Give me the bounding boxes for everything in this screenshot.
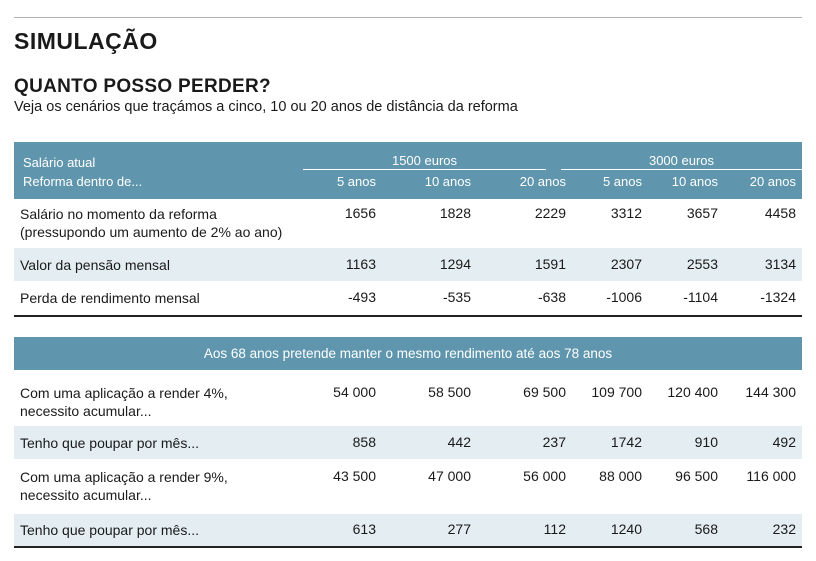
row-label: Valor da pensão mensal bbox=[20, 257, 170, 273]
table-cell: 237 bbox=[542, 434, 566, 450]
table-cell: 43 500 bbox=[333, 468, 376, 484]
table-cell: 1828 bbox=[439, 205, 471, 221]
row-label-note: (pressupondo um aumento de 2% ao ano) bbox=[20, 224, 283, 240]
table-cell: 1591 bbox=[534, 256, 566, 272]
table-row: Tenho que poupar por mês... 613 277 112 … bbox=[14, 514, 802, 546]
row-label-cont: necessito acumular... bbox=[20, 487, 152, 503]
table-cell: 116 000 bbox=[746, 468, 796, 484]
table-row: Com uma aplicação a render 9%, necessito… bbox=[14, 459, 802, 514]
row-label: Com uma aplicação a render 9%, bbox=[20, 469, 228, 485]
salary-label: Salário atual bbox=[23, 155, 96, 170]
table-cell: 112 bbox=[543, 521, 566, 537]
table-cell: 492 bbox=[772, 434, 796, 450]
table-bottom-rule bbox=[14, 546, 802, 548]
table-row: Tenho que poupar por mês... 858 442 237 … bbox=[14, 426, 802, 459]
table-cell: 1294 bbox=[439, 256, 471, 272]
scenario-banner: Aos 68 anos pretende manter o mesmo rend… bbox=[14, 337, 802, 370]
table-cell: 109 700 bbox=[591, 384, 642, 400]
table-cell: 96 500 bbox=[675, 468, 718, 484]
table-cell: 69 500 bbox=[523, 384, 566, 400]
table-bottom-rule bbox=[14, 315, 802, 317]
table-cell: 56 000 bbox=[523, 468, 566, 484]
table-cell: 2553 bbox=[686, 256, 718, 272]
group-header-3000: 3000 euros bbox=[648, 153, 715, 168]
table-cell: -638 bbox=[537, 289, 566, 305]
table-cell: 2229 bbox=[534, 205, 566, 221]
table-row: Salário no momento da reforma (pressupon… bbox=[14, 199, 802, 248]
table-row: Com uma aplicação a render 4%, necessito… bbox=[14, 374, 802, 424]
table-row: Valor da pensão mensal 1163 1294 1591 23… bbox=[14, 248, 802, 281]
table-cell: 1163 bbox=[345, 256, 376, 272]
table-cell: 120 400 bbox=[667, 384, 718, 400]
table-cell: -493 bbox=[347, 289, 376, 305]
table-cell: 88 000 bbox=[599, 468, 642, 484]
column-header: 5 anos bbox=[336, 174, 376, 189]
section-kicker: SIMULAÇÃO bbox=[14, 28, 158, 54]
row-label: Perda de rendimento mensal bbox=[20, 290, 200, 306]
table-cell: 3312 bbox=[610, 205, 642, 221]
table-cell: 1742 bbox=[610, 434, 642, 450]
group-rule-3000 bbox=[561, 169, 802, 170]
table-cell: 568 bbox=[694, 521, 718, 537]
row-label: Com uma aplicação a render 4%, bbox=[20, 385, 228, 401]
table-cell: -1006 bbox=[606, 289, 642, 305]
table-cell: 54 000 bbox=[333, 384, 376, 400]
table-cell: 910 bbox=[694, 434, 718, 450]
table-cell: 47 000 bbox=[428, 468, 471, 484]
table-cell: -535 bbox=[442, 289, 471, 305]
row-label-cont: necessito acumular... bbox=[20, 403, 152, 419]
top-rule bbox=[14, 17, 802, 18]
table-cell: 3134 bbox=[764, 256, 796, 272]
column-header: 20 anos bbox=[749, 174, 796, 189]
table-cell: 442 bbox=[447, 434, 471, 450]
table-header: Salário atual Reforma dentro de... 1500 … bbox=[14, 142, 802, 199]
row-label: Tenho que poupar por mês... bbox=[20, 435, 200, 451]
headline: QUANTO POSSO PERDER? bbox=[14, 76, 271, 97]
table-cell: 4458 bbox=[764, 205, 796, 221]
group-rule-1500 bbox=[303, 169, 546, 170]
table-cell: 277 bbox=[447, 521, 471, 537]
column-header: 10 anos bbox=[671, 174, 718, 189]
table-cell: -1324 bbox=[760, 289, 796, 305]
table-cell: 58 500 bbox=[428, 384, 471, 400]
retirement-label: Reforma dentro de... bbox=[23, 174, 143, 189]
table-cell: 3657 bbox=[686, 205, 718, 221]
table-cell: -1104 bbox=[683, 289, 718, 305]
row-label: Salário no momento da reforma bbox=[20, 206, 217, 222]
table-row: Perda de rendimento mensal -493 -535 -63… bbox=[14, 281, 802, 315]
table-cell: 858 bbox=[352, 434, 376, 450]
subtitle: Veja os cenários que traçámos a cinco, 1… bbox=[14, 99, 518, 115]
column-header: 20 anos bbox=[519, 174, 566, 189]
row-label: Tenho que poupar por mês... bbox=[20, 522, 200, 538]
group-header-1500: 1500 euros bbox=[391, 153, 458, 168]
table-cell: 232 bbox=[772, 521, 796, 537]
table-cell: 613 bbox=[352, 521, 376, 537]
column-header: 5 anos bbox=[602, 174, 642, 189]
table-cell: 1240 bbox=[610, 521, 642, 537]
table-cell: 144 300 bbox=[745, 384, 796, 400]
table-cell: 2307 bbox=[610, 256, 642, 272]
column-header: 10 anos bbox=[424, 174, 471, 189]
table-cell: 1656 bbox=[344, 205, 376, 221]
